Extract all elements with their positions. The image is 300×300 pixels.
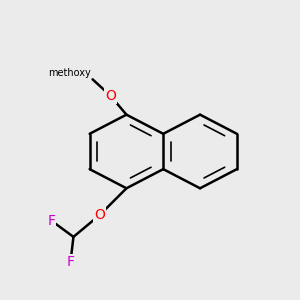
Text: F: F xyxy=(67,255,74,269)
Text: methoxy: methoxy xyxy=(48,68,91,78)
Text: O: O xyxy=(94,208,105,222)
Text: F: F xyxy=(47,214,56,228)
Text: O: O xyxy=(105,88,116,103)
